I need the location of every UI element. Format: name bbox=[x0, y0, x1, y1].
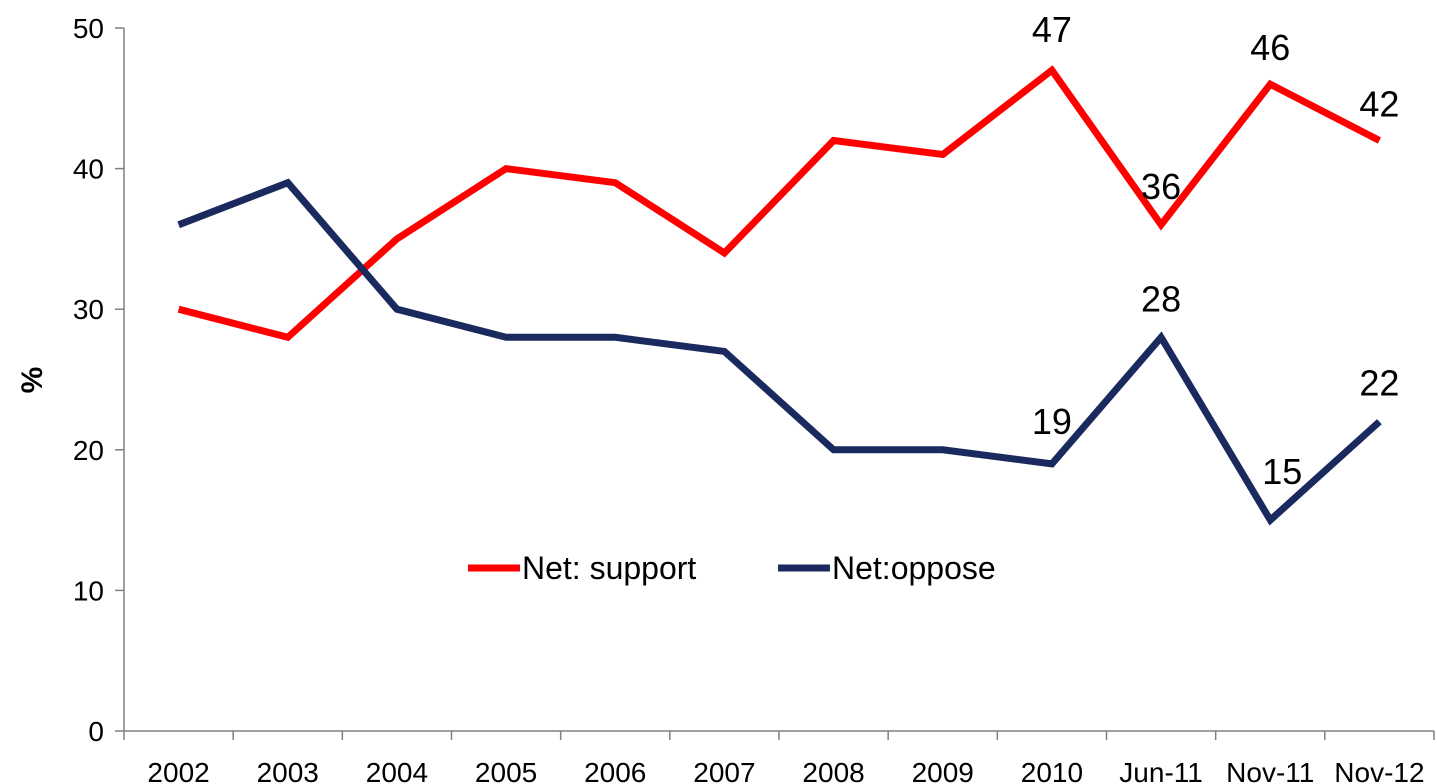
x-ticks: 2002 2003 2004 2005 2006 2007 2008 2009 2010 Jun-… bbox=[123, 731, 1435, 784]
data-label: 47 bbox=[1032, 9, 1072, 50]
x-tick-label: 2009 bbox=[912, 757, 974, 784]
data-label: 28 bbox=[1141, 278, 1181, 319]
legend-label: Net: support bbox=[522, 550, 696, 586]
y-tick-label: 10 bbox=[73, 575, 104, 606]
axes bbox=[123, 28, 1434, 732]
data-label: 22 bbox=[1359, 363, 1399, 404]
y-tick-label: 50 bbox=[73, 13, 104, 44]
x-tick-label: 2004 bbox=[366, 757, 428, 784]
x-tick-label: Nov-12 bbox=[1334, 757, 1424, 784]
data-label: 19 bbox=[1032, 401, 1072, 442]
y-tick-label: 0 bbox=[88, 716, 104, 747]
x-tick-label: Jun-11 bbox=[1119, 757, 1203, 784]
legend-label: Net:oppose bbox=[832, 550, 996, 586]
x-tick-label: 2008 bbox=[802, 757, 864, 784]
y-tick-label: 40 bbox=[73, 154, 104, 185]
data-label: 15 bbox=[1262, 451, 1302, 492]
x-tick-label: 2010 bbox=[1021, 757, 1083, 784]
x-tick-label: 2003 bbox=[257, 757, 319, 784]
y-tick-label: 30 bbox=[73, 294, 104, 325]
data-label: 46 bbox=[1250, 27, 1290, 68]
series-layer bbox=[177, 65, 1382, 526]
data-labels: 47 36 46 42 19 28 15 22 bbox=[1032, 9, 1400, 492]
x-tick-label: 2006 bbox=[584, 757, 646, 784]
x-tick-label: 2002 bbox=[147, 757, 209, 784]
data-label: 36 bbox=[1141, 166, 1181, 207]
series-line-oppose bbox=[177, 178, 1382, 526]
x-tick-label: 2005 bbox=[475, 757, 537, 784]
x-tick-label: Nov-11 bbox=[1226, 757, 1314, 784]
legend: Net: support Net:oppose bbox=[468, 550, 996, 586]
y-ticks: 0 10 20 30 40 50 bbox=[73, 13, 124, 747]
data-label: 42 bbox=[1359, 83, 1399, 124]
y-axis-title: % bbox=[16, 367, 49, 394]
series-line-support bbox=[177, 65, 1382, 342]
y-tick-label: 20 bbox=[73, 435, 104, 466]
x-tick-label: 2007 bbox=[693, 757, 755, 784]
